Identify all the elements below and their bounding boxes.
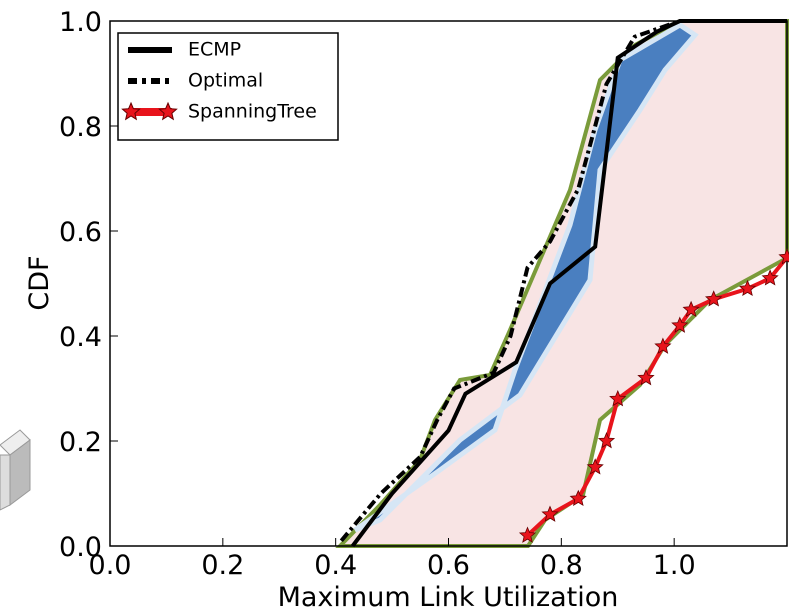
x-tick-label: 0.4 xyxy=(314,550,357,581)
y-tick-label: 0.0 xyxy=(59,532,102,563)
decor-box xyxy=(0,429,31,511)
series-marker xyxy=(518,526,537,543)
legend-label: Optimal xyxy=(188,70,263,92)
x-tick-label: 0.2 xyxy=(201,550,244,581)
y-tick-label: 0.4 xyxy=(59,322,102,353)
series-marker xyxy=(586,458,604,475)
series-marker xyxy=(637,368,655,386)
y-tick-label: 0.6 xyxy=(59,217,102,248)
y-tick-label: 1.0 xyxy=(59,7,102,38)
series-marker xyxy=(682,300,700,318)
series-marker xyxy=(609,389,627,407)
overlay-band xyxy=(353,22,699,533)
y-tick-label: 0.2 xyxy=(59,427,102,458)
x-tick-label: 0.6 xyxy=(427,550,470,581)
legend: ECMP Optimal SpanningTree xyxy=(117,32,339,141)
series-marker xyxy=(705,290,723,307)
series-marker xyxy=(569,489,587,507)
x-tick-label: 0.0 xyxy=(89,550,132,581)
legend-box xyxy=(117,32,339,141)
series-line xyxy=(526,255,789,537)
y-tick-label: 0.8 xyxy=(59,112,102,143)
x-axis-label: Maximum Link Utilization xyxy=(278,582,619,613)
legend-marker xyxy=(158,101,178,121)
y-axis-label: CDF xyxy=(24,255,55,310)
series-marker xyxy=(778,248,789,265)
series-marker xyxy=(738,279,757,297)
series-marker xyxy=(597,431,616,449)
x-tick-label: 1.0 xyxy=(653,550,696,581)
legend-marker xyxy=(121,101,141,121)
series-line xyxy=(339,19,787,543)
series-marker xyxy=(654,337,672,354)
series-marker xyxy=(541,505,559,522)
series-marker xyxy=(671,316,689,333)
legend-label: ECMP xyxy=(188,39,241,61)
x-tick-label: 0.8 xyxy=(540,550,583,581)
series-marker xyxy=(761,269,779,286)
legend-label: SpanningTree xyxy=(188,101,317,123)
